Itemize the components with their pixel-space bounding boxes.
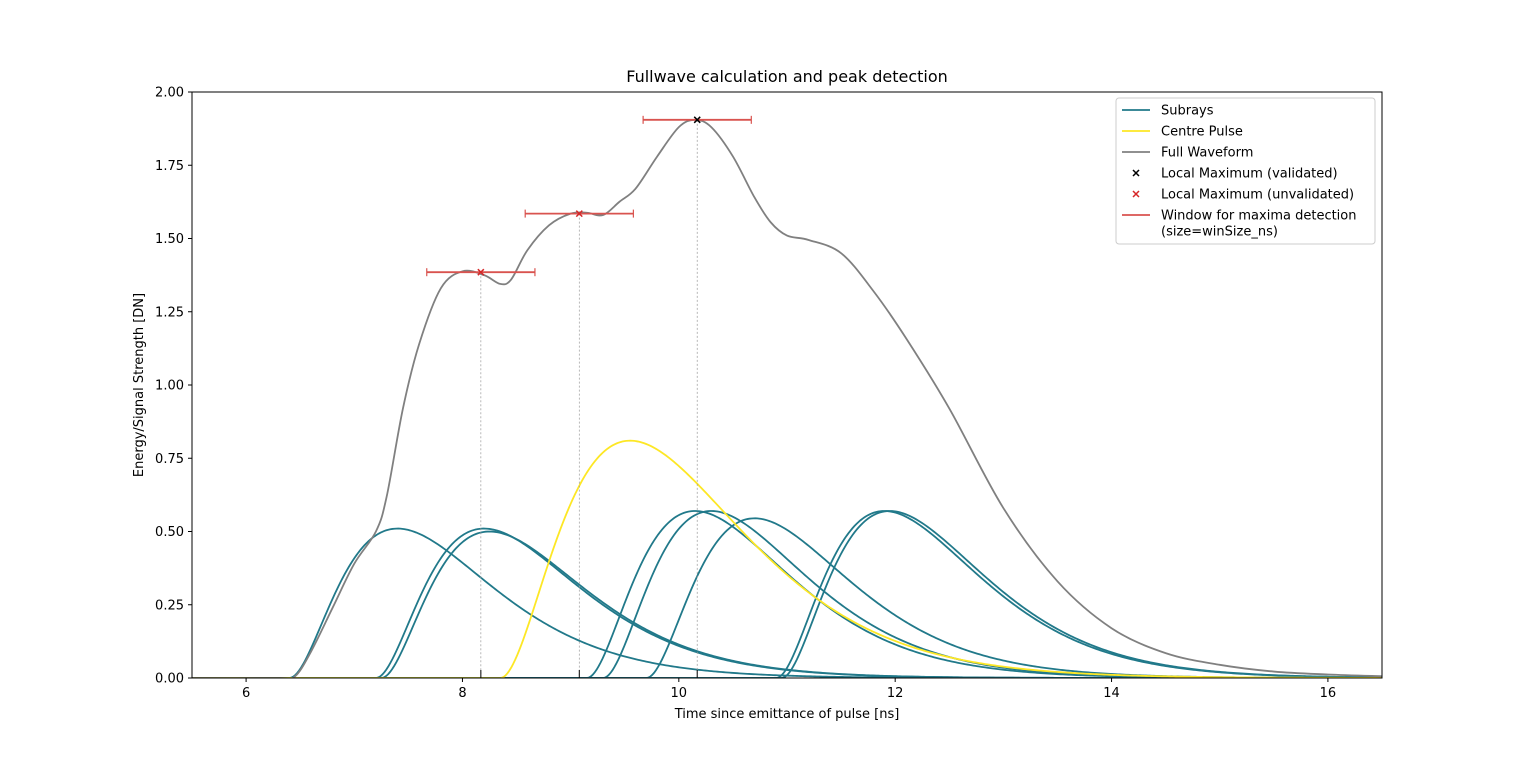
legend-item-2: Centre Pulse [1122, 125, 1243, 140]
y-tick-label-5: 1.25 [155, 305, 184, 320]
x-tick-label-14: 14 [1103, 686, 1120, 701]
y-tick-label-4: 1.00 [155, 379, 184, 394]
peak-marker-1 [477, 268, 485, 276]
x-tick-label-12: 12 [887, 686, 904, 701]
legend-label-line2: (size=winSize_ns) [1161, 225, 1278, 240]
x-tick-label-10: 10 [671, 686, 688, 701]
peak-marker-3 [693, 116, 701, 124]
legend-box [1115, 97, 1376, 245]
y-tick-label-6: 1.50 [155, 232, 184, 247]
y-tick-label-8: 2.00 [155, 86, 184, 101]
peak-marker-2 [575, 210, 583, 218]
legend-label: Local Maximum (validated) [1161, 167, 1338, 182]
peak-marker-stroke-b [477, 268, 485, 276]
legend-label: Subrays [1161, 104, 1214, 119]
x-tick-label-8: 8 [458, 686, 466, 701]
axes: 6 8 10 12 14 16 0.00 0.25 0.50 0.75 1.00 1.25 1.50 1.… [155, 86, 1383, 701]
legend-label: Centre Pulse [1161, 125, 1243, 140]
legend-item-1: Subrays [1122, 104, 1214, 119]
chart-title: Fullwave calculation and peak detection [626, 67, 948, 86]
legend-item-4: Local Maximum (validated) [1132, 167, 1338, 182]
centre-pulse-line [192, 439, 1382, 678]
peak-marker-stroke-b [575, 210, 583, 218]
subray-line-8 [192, 510, 1382, 678]
legend-label: Local Maximum (unvalidated) [1161, 188, 1354, 203]
y-tick-label-7: 1.75 [155, 159, 184, 174]
legend-marker-b [1132, 169, 1140, 177]
x-tick-label-6: 6 [242, 686, 250, 701]
peak-marker-stroke-b [693, 116, 701, 124]
legend-item-3: Full Waveform [1122, 146, 1253, 161]
legend-marker-b [1132, 190, 1140, 198]
full-waveform-line [192, 118, 1382, 678]
legend-item-6: Window for maxima detection(size=winSize… [1122, 209, 1357, 240]
y-tick-label-3: 0.75 [155, 452, 184, 467]
x-tick-label-16: 16 [1320, 686, 1337, 701]
y-tick-label-1: 0.25 [155, 598, 184, 613]
legend: Subrays Centre Pulse Full Waveform Local Ma… [1115, 97, 1376, 245]
y-axis-label: Energy/Signal Strength [DN] [132, 293, 147, 477]
x-axis-label: Time since emittance of pulse [ns] [674, 707, 900, 722]
legend-label: Window for maxima detection [1161, 209, 1357, 224]
y-tick-label-2: 0.50 [155, 525, 184, 540]
legend-item-5: Local Maximum (unvalidated) [1132, 188, 1354, 203]
legend-label: Full Waveform [1161, 146, 1253, 161]
y-tick-label-0: 0.00 [155, 672, 184, 687]
